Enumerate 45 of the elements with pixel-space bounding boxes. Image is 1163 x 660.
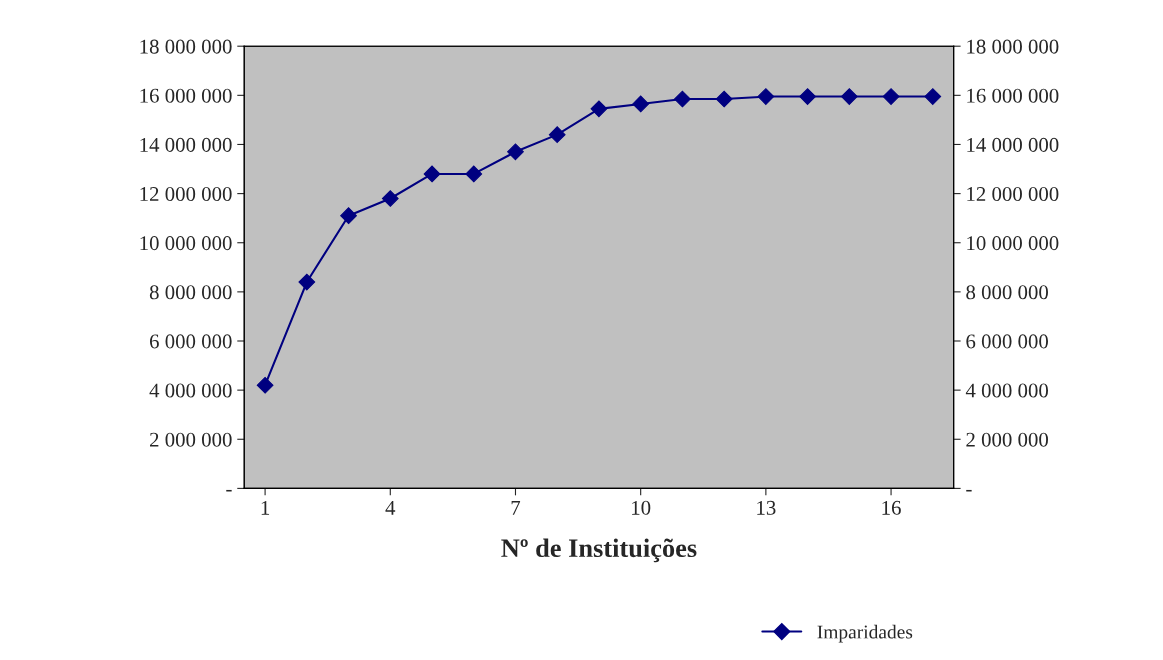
point (590, 100, 608, 118)
point (548, 126, 566, 144)
y2-tick-label: 14 000 000 (967, 137, 1059, 152)
y2-tick-label: 18 000 000 (967, 39, 1059, 54)
point (423, 165, 441, 183)
point (465, 165, 483, 183)
point (882, 88, 900, 105)
y-tick-label: - (226, 489, 232, 492)
y2-tick-label: - (966, 489, 972, 492)
point (381, 190, 399, 207)
y2-tick-label: 12 000 000 (967, 186, 1059, 202)
x-tick-label: 4 (385, 500, 396, 515)
y-tick-label: 6 000 000 (149, 334, 232, 349)
x-tick-label: 7 (511, 501, 521, 515)
y-tick-label: 16 000 000 (140, 88, 232, 103)
y-tick-label: 12 000 000 (140, 186, 232, 202)
y2-tick-label: 6 000 000 (966, 334, 1048, 349)
point (924, 88, 942, 105)
y2-tick-label: 16 000 000 (967, 88, 1059, 103)
point (340, 207, 357, 225)
x-tick-label: 13 (757, 500, 776, 515)
point (840, 88, 858, 105)
point (715, 90, 733, 108)
y-tick-label: 8 000 000 (149, 285, 232, 300)
point (256, 376, 274, 394)
y2-tick-label: 4 000 000 (965, 383, 1048, 398)
y-tick-label: 4 000 000 (149, 383, 232, 398)
y2-tick-label: 8 000 000 (966, 285, 1048, 300)
point (298, 273, 316, 291)
y-tick-label: 18 000 000 (140, 39, 232, 54)
point (507, 143, 524, 161)
y2-tick-label: 10 000 000 (967, 236, 1059, 251)
x-tick-label: 10 (632, 500, 651, 515)
y-tick-label: 2 000 000 (150, 432, 232, 447)
x-axis-title: Nº de Instituições (501, 538, 697, 563)
legend-label: Imparidades (817, 624, 913, 643)
point (799, 88, 816, 105)
x-tick-label: 16 (882, 500, 901, 515)
y-tick-label: 14 000 000 (140, 137, 232, 152)
x-tick-label: 1 (261, 500, 270, 515)
point (757, 88, 775, 105)
point (674, 90, 691, 108)
y2-tick-label: 2 000 000 (966, 432, 1048, 447)
y-tick-label: 10 000 000 (140, 236, 232, 251)
point (632, 95, 650, 113)
